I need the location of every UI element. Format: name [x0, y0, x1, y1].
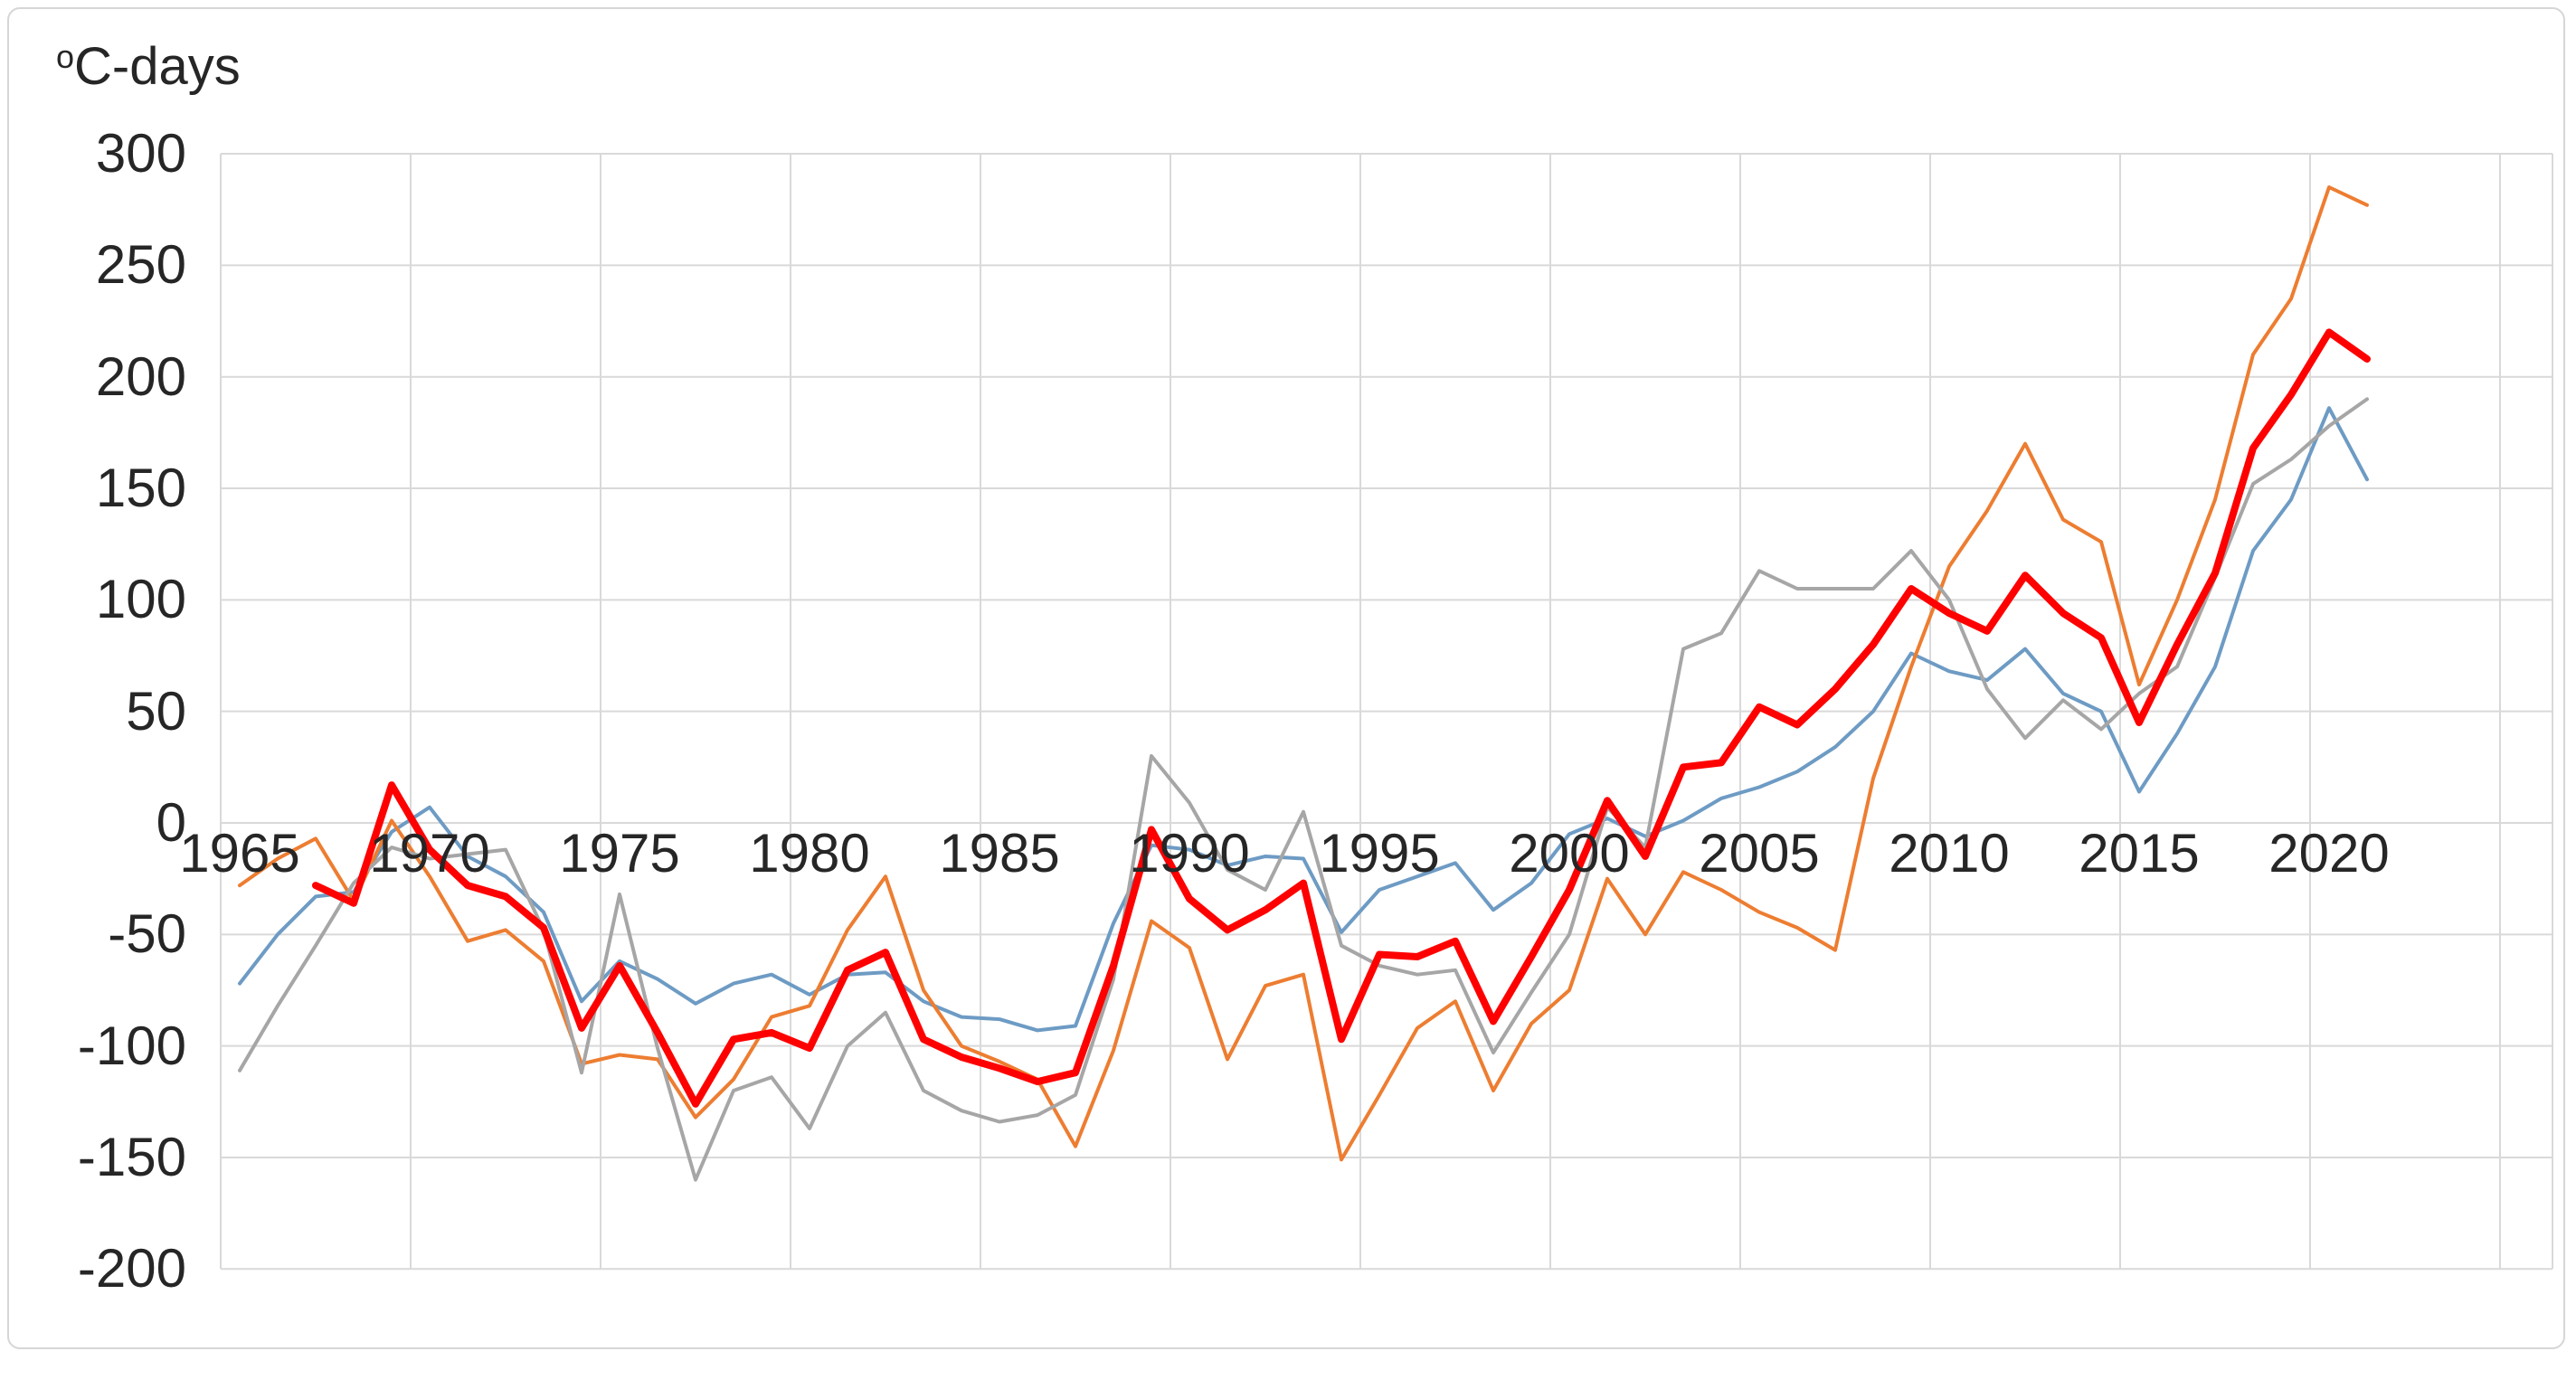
y-tick-label: -50: [108, 903, 186, 965]
y-tick-label: 50: [126, 680, 186, 742]
unit-superscript: o: [56, 38, 75, 75]
gridlines: [220, 153, 2553, 1271]
y-tick-label: 200: [95, 345, 186, 407]
y-tick-label: -200: [77, 1238, 186, 1299]
x-tick-label: 2000: [1509, 823, 1630, 883]
x-tick-label: 1990: [1129, 823, 1250, 883]
unit-text: C-days: [74, 37, 241, 96]
y-tick-label: -100: [77, 1015, 186, 1076]
x-tick-label: 2015: [2079, 823, 2200, 883]
x-tick-label: 1970: [369, 823, 490, 883]
y-tick-label: 0: [156, 792, 186, 853]
series-red-line: [312, 328, 2371, 1108]
x-tick-label: 2020: [2268, 823, 2390, 883]
x-tick-label: 1995: [1319, 823, 1440, 883]
y-tick-label: 100: [95, 569, 186, 630]
x-tick-label: 1975: [559, 823, 680, 883]
series-blue-line: [238, 406, 2369, 1033]
x-tick-label: 2010: [1889, 823, 2010, 883]
x-tick-label: 1965: [179, 823, 300, 883]
series-orange-line: [238, 185, 2369, 1162]
x-tick-label: 1980: [749, 823, 870, 883]
series-gray-line: [238, 397, 2369, 1182]
y-tick-label: 150: [95, 458, 186, 519]
x-tick-label: 2005: [1699, 823, 1820, 883]
x-tick-label: 1985: [939, 823, 1060, 883]
y-tick-label: 250: [95, 234, 186, 296]
y-tick-label: -150: [77, 1126, 186, 1187]
series-lines: [238, 185, 2371, 1182]
y-axis-unit-label: oC-days: [56, 36, 241, 97]
y-tick-label: 300: [95, 123, 186, 184]
